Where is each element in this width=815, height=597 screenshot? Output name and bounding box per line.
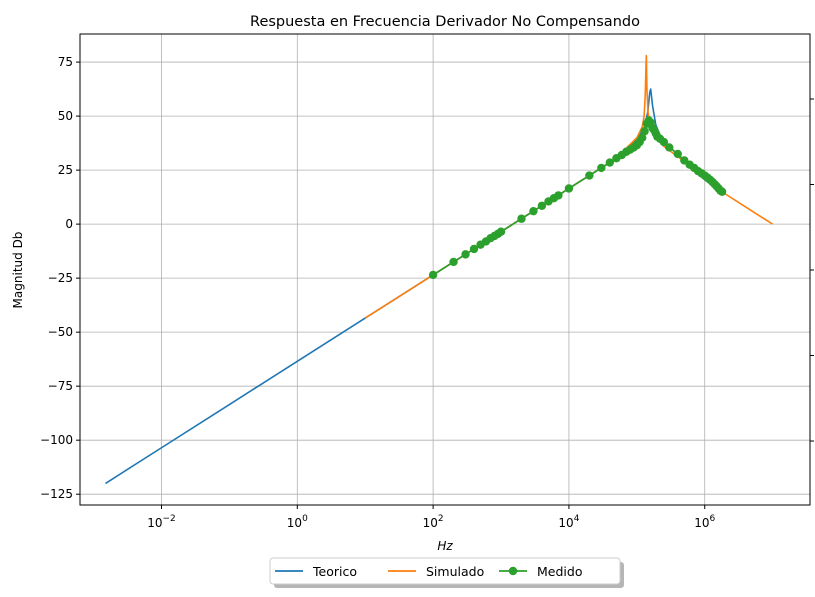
- y-tick-label: −75: [48, 379, 73, 393]
- legend-box: [269, 557, 621, 585]
- series-point-medido: [496, 227, 506, 236]
- series-point-medido: [461, 250, 470, 259]
- series-point-medido: [469, 244, 479, 254]
- series-point-medido: [665, 143, 674, 152]
- y-tick-label: −100: [40, 433, 73, 447]
- legend-label-simulado: Simulado: [426, 564, 484, 579]
- x-tick-label: 102: [423, 514, 444, 530]
- y-tick-label: −50: [48, 325, 73, 339]
- chart-title: Respuesta en Frecuencia Derivador No Com…: [250, 14, 640, 30]
- series-point-medido: [597, 163, 606, 173]
- series-point-medido: [564, 184, 574, 193]
- series-point-medido: [529, 206, 538, 216]
- plot-series: [105, 54, 774, 485]
- series-point-medido: [717, 187, 727, 196]
- right-axis-ticks: [810, 98, 814, 442]
- x-tick-label: 10−2: [147, 514, 176, 530]
- x-axis-ticks: 10−2 100 102 104 106: [147, 505, 716, 530]
- series-point-medido: [554, 191, 563, 200]
- x-axis-label: Hz: [437, 539, 453, 553]
- series-point-medido: [517, 214, 526, 223]
- x-tick-label: 100: [287, 514, 308, 530]
- y-axis-label: Magnitud Db: [11, 232, 25, 309]
- grid: [80, 34, 810, 505]
- legend-label-teorico: Teorico: [312, 564, 357, 579]
- series-point-medido: [537, 201, 547, 210]
- series-point-medido: [605, 158, 615, 167]
- y-tick-label: 25: [58, 163, 73, 177]
- y-axis-ticks: 75 50 25 0 −25 −50 −75 −100 −125: [40, 55, 80, 501]
- legend: Teorico Simulado Medido: [269, 557, 624, 588]
- y-tick-label: 75: [58, 55, 73, 69]
- y-tick-label: 50: [58, 109, 73, 123]
- series-point-medido: [638, 133, 647, 142]
- series-point-medido: [428, 270, 438, 280]
- y-tick-label: −25: [48, 271, 73, 285]
- y-tick-label: 0: [65, 217, 73, 231]
- plot-frame: [79, 33, 811, 506]
- series-point-medido: [449, 257, 458, 267]
- x-tick-label: 104: [558, 514, 579, 530]
- series-point-medido: [673, 149, 682, 159]
- x-tick-label: 106: [694, 514, 715, 530]
- legend-marker-medido: [508, 566, 518, 576]
- series-point-medido: [585, 171, 594, 180]
- legend-label-medido: Medido: [537, 564, 582, 579]
- series-point-medido: [640, 127, 649, 136]
- series-point-medido: [659, 137, 669, 147]
- y-tick-label: −125: [40, 487, 73, 501]
